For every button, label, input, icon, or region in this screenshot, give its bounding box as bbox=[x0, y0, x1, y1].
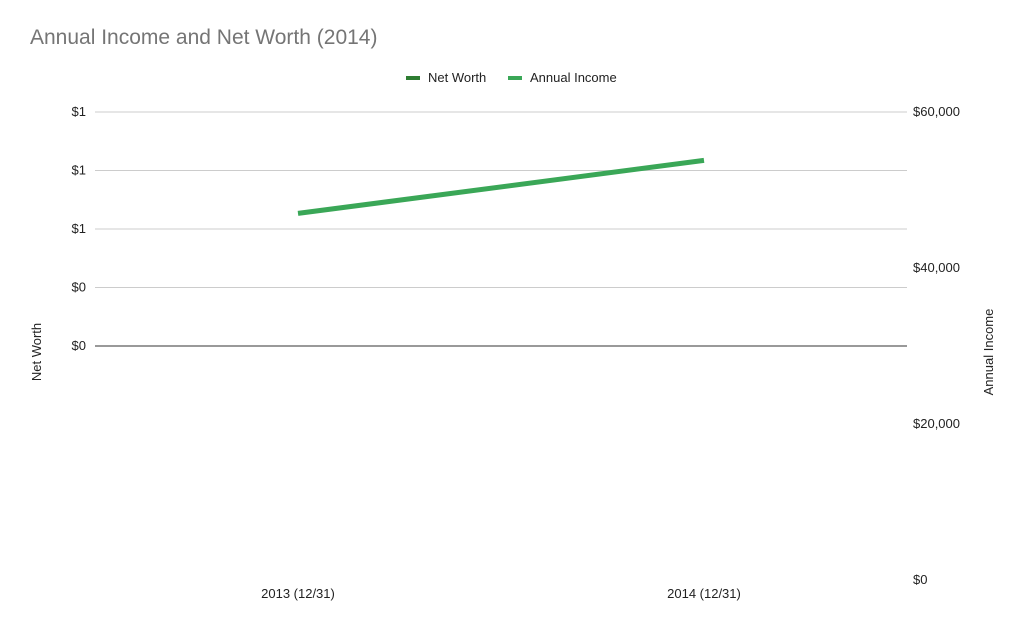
series-line-annual-income bbox=[297, 157, 705, 216]
legend-label-1: Annual Income bbox=[530, 70, 617, 85]
y-right-axis-title: Annual Income bbox=[981, 309, 996, 396]
y-left-tick-label-4: $1 bbox=[72, 104, 86, 119]
y-left-tick-label-0: $0 bbox=[72, 338, 86, 353]
y-left-axis-title: Net Worth bbox=[29, 323, 44, 381]
x-tick-label-0: 2013 (12/31) bbox=[261, 586, 335, 601]
y-right-tick-label-0: $0 bbox=[913, 572, 927, 587]
chart-title: Annual Income and Net Worth (2014) bbox=[30, 26, 378, 49]
y-left-tick-label-1: $0 bbox=[72, 280, 86, 295]
y-right-tick-label-2: $40,000 bbox=[913, 260, 960, 275]
y-left-tick-label-3: $1 bbox=[72, 163, 86, 178]
x-tick-label-1: 2014 (12/31) bbox=[667, 586, 741, 601]
y-right-tick-label-1: $20,000 bbox=[913, 416, 960, 431]
legend-label-0: Net Worth bbox=[428, 70, 486, 85]
y-left-tick-label-2: $1 bbox=[72, 221, 86, 236]
y-right-tick-label-3: $60,000 bbox=[913, 104, 960, 119]
